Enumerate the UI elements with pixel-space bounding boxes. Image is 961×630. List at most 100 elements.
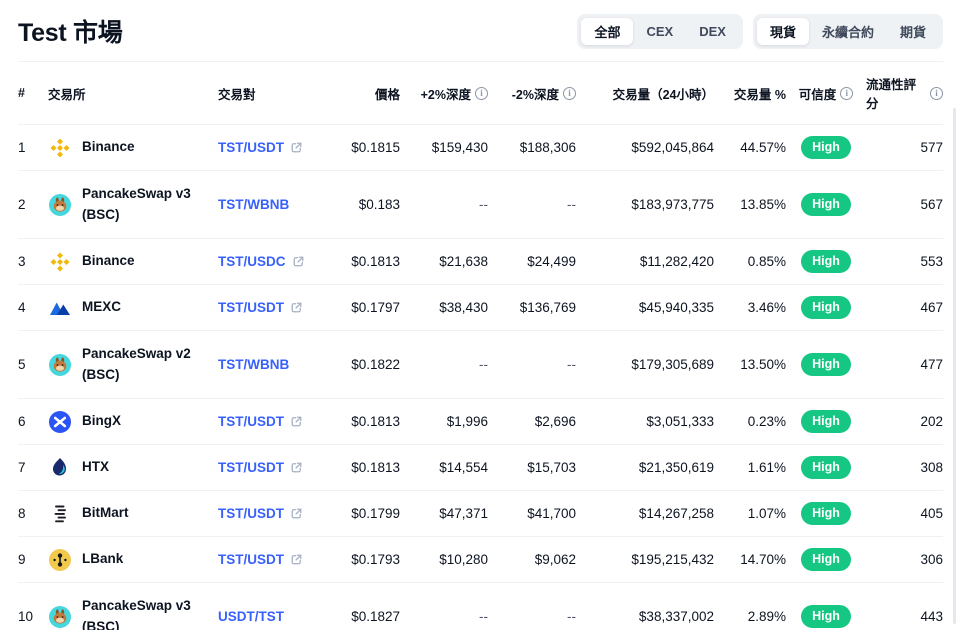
confidence-badge: High bbox=[801, 410, 851, 433]
rank: 8 bbox=[18, 506, 26, 521]
pancakeswap-icon bbox=[48, 353, 72, 377]
info-icon[interactable]: i bbox=[475, 86, 488, 100]
table-row: 7 HTX TST/USDT $0.1813 $14,554 $15,703 $… bbox=[18, 445, 943, 491]
scrollbar[interactable] bbox=[953, 108, 956, 624]
confidence-badge: High bbox=[801, 456, 851, 479]
depth-plus2: $1,996 bbox=[446, 414, 488, 429]
external-link-icon[interactable] bbox=[290, 507, 303, 520]
col-depth-minus2[interactable]: -2%深度 i bbox=[488, 84, 576, 103]
volume-pct: 13.85% bbox=[740, 197, 786, 212]
rank: 6 bbox=[18, 414, 26, 429]
exchange-cell[interactable]: PancakeSwap v3 (BSC) bbox=[48, 184, 218, 226]
price: $0.1822 bbox=[351, 357, 400, 372]
info-icon[interactable]: i bbox=[563, 86, 576, 100]
info-icon[interactable]: i bbox=[930, 86, 943, 100]
external-link-icon[interactable] bbox=[290, 301, 303, 314]
filter-cex-button[interactable]: CEX bbox=[633, 18, 686, 45]
rank: 5 bbox=[18, 357, 26, 372]
depth-plus2: -- bbox=[479, 357, 488, 372]
filter-futures-button[interactable]: 期貨 bbox=[887, 18, 939, 45]
liquidity-score: 553 bbox=[920, 254, 943, 269]
col-volume-pct[interactable]: 交易量 % bbox=[733, 87, 786, 102]
exchange-name: HTX bbox=[82, 459, 109, 475]
rank: 1 bbox=[18, 140, 26, 155]
col-pair[interactable]: 交易對 bbox=[218, 87, 256, 102]
pair-cell: TST/USDT bbox=[218, 552, 330, 567]
volume-24h: $38,337,002 bbox=[638, 609, 714, 624]
pair-link[interactable]: TST/WBNB bbox=[218, 197, 290, 212]
external-link-icon[interactable] bbox=[290, 415, 303, 428]
filter-all-button[interactable]: 全部 bbox=[581, 17, 634, 45]
col-rank[interactable]: # bbox=[18, 86, 25, 100]
exchange-type-toggle: 全部 CEX DEX bbox=[577, 13, 743, 49]
external-link-icon[interactable] bbox=[290, 461, 303, 474]
col-price[interactable]: 價格 bbox=[374, 87, 400, 102]
exchange-name: MEXC bbox=[82, 299, 122, 315]
confidence-badge: High bbox=[801, 250, 851, 273]
depth-plus2: -- bbox=[479, 609, 488, 624]
info-icon[interactable]: i bbox=[840, 86, 854, 100]
pair-link[interactable]: TST/USDT bbox=[218, 300, 284, 315]
mexc-icon bbox=[48, 296, 72, 320]
pancakeswap-icon bbox=[48, 605, 72, 629]
exchange-cell[interactable]: HTX bbox=[48, 456, 218, 480]
liquidity-score: 405 bbox=[920, 506, 943, 521]
exchange-cell[interactable]: BingX bbox=[48, 410, 218, 434]
pair-cell: TST/USDT bbox=[218, 460, 330, 475]
depth-minus2: $188,306 bbox=[519, 140, 576, 155]
col-depth-plus2[interactable]: +2%深度 i bbox=[400, 84, 488, 103]
confidence-badge: High bbox=[801, 605, 851, 628]
price: $0.1793 bbox=[351, 552, 400, 567]
depth-minus2: $41,700 bbox=[527, 506, 576, 521]
liquidity-score: 306 bbox=[920, 552, 943, 567]
price: $0.1799 bbox=[351, 506, 400, 521]
pair-link[interactable]: TST/USDT bbox=[218, 552, 284, 567]
filter-dex-button[interactable]: DEX bbox=[686, 18, 739, 45]
liquidity-score: 477 bbox=[920, 357, 943, 372]
pair-link[interactable]: TST/USDC bbox=[218, 254, 286, 269]
price: $0.1815 bbox=[351, 140, 400, 155]
volume-24h: $195,215,432 bbox=[631, 552, 714, 567]
pair-link[interactable]: TST/USDT bbox=[218, 140, 284, 155]
volume-24h: $592,045,864 bbox=[631, 140, 714, 155]
table-row: 5 PancakeSwap v2 (BSC) TST/WBNB $0.1822 … bbox=[18, 331, 943, 399]
exchange-cell[interactable]: Binance bbox=[48, 250, 218, 274]
pair-link[interactable]: TST/USDT bbox=[218, 506, 284, 521]
exchange-cell[interactable]: MEXC bbox=[48, 296, 218, 320]
liquidity-score: 202 bbox=[920, 414, 943, 429]
depth-minus2: -- bbox=[567, 357, 576, 372]
table-row: 2 PancakeSwap v3 (BSC) TST/WBNB $0.183 -… bbox=[18, 171, 943, 239]
exchange-cell[interactable]: BitMart bbox=[48, 502, 218, 526]
pair-link[interactable]: TST/WBNB bbox=[218, 357, 290, 372]
pair-link[interactable]: TST/USDT bbox=[218, 460, 284, 475]
pair-link[interactable]: USDT/TST bbox=[218, 609, 284, 624]
exchange-cell[interactable]: LBank bbox=[48, 548, 218, 572]
col-liquidity-score[interactable]: 流通性評分 i bbox=[866, 74, 943, 112]
col-volume-24h[interactable]: 交易量（24小時） bbox=[612, 87, 714, 102]
volume-pct: 3.46% bbox=[747, 300, 786, 315]
exchange-name: Binance bbox=[82, 139, 135, 155]
exchange-cell[interactable]: Binance bbox=[48, 136, 218, 160]
price: $0.1813 bbox=[351, 414, 400, 429]
col-exchange[interactable]: 交易所 bbox=[48, 87, 86, 102]
exchange-cell[interactable]: PancakeSwap v3 (BSC) bbox=[48, 596, 218, 630]
external-link-icon[interactable] bbox=[290, 141, 303, 154]
confidence-cell: High bbox=[786, 296, 866, 319]
col-confidence[interactable]: 可信度 i bbox=[786, 84, 866, 103]
external-link-icon[interactable] bbox=[290, 553, 303, 566]
exchange-name: BitMart bbox=[82, 505, 129, 521]
volume-24h: $3,051,333 bbox=[646, 414, 714, 429]
external-link-icon[interactable] bbox=[292, 255, 305, 268]
volume-pct: 14.70% bbox=[740, 552, 786, 567]
bitmart-icon bbox=[48, 502, 72, 526]
price: $0.1827 bbox=[351, 609, 400, 624]
confidence-badge: High bbox=[801, 548, 851, 571]
exchange-cell[interactable]: PancakeSwap v2 (BSC) bbox=[48, 344, 218, 386]
confidence-cell: High bbox=[786, 502, 866, 525]
pair-link[interactable]: TST/USDT bbox=[218, 414, 284, 429]
exchange-name: BingX bbox=[82, 413, 121, 429]
depth-minus2: -- bbox=[567, 609, 576, 624]
filter-spot-button[interactable]: 現貨 bbox=[756, 17, 809, 45]
volume-pct: 1.61% bbox=[747, 460, 786, 475]
filter-perpetual-button[interactable]: 永續合約 bbox=[809, 18, 887, 45]
